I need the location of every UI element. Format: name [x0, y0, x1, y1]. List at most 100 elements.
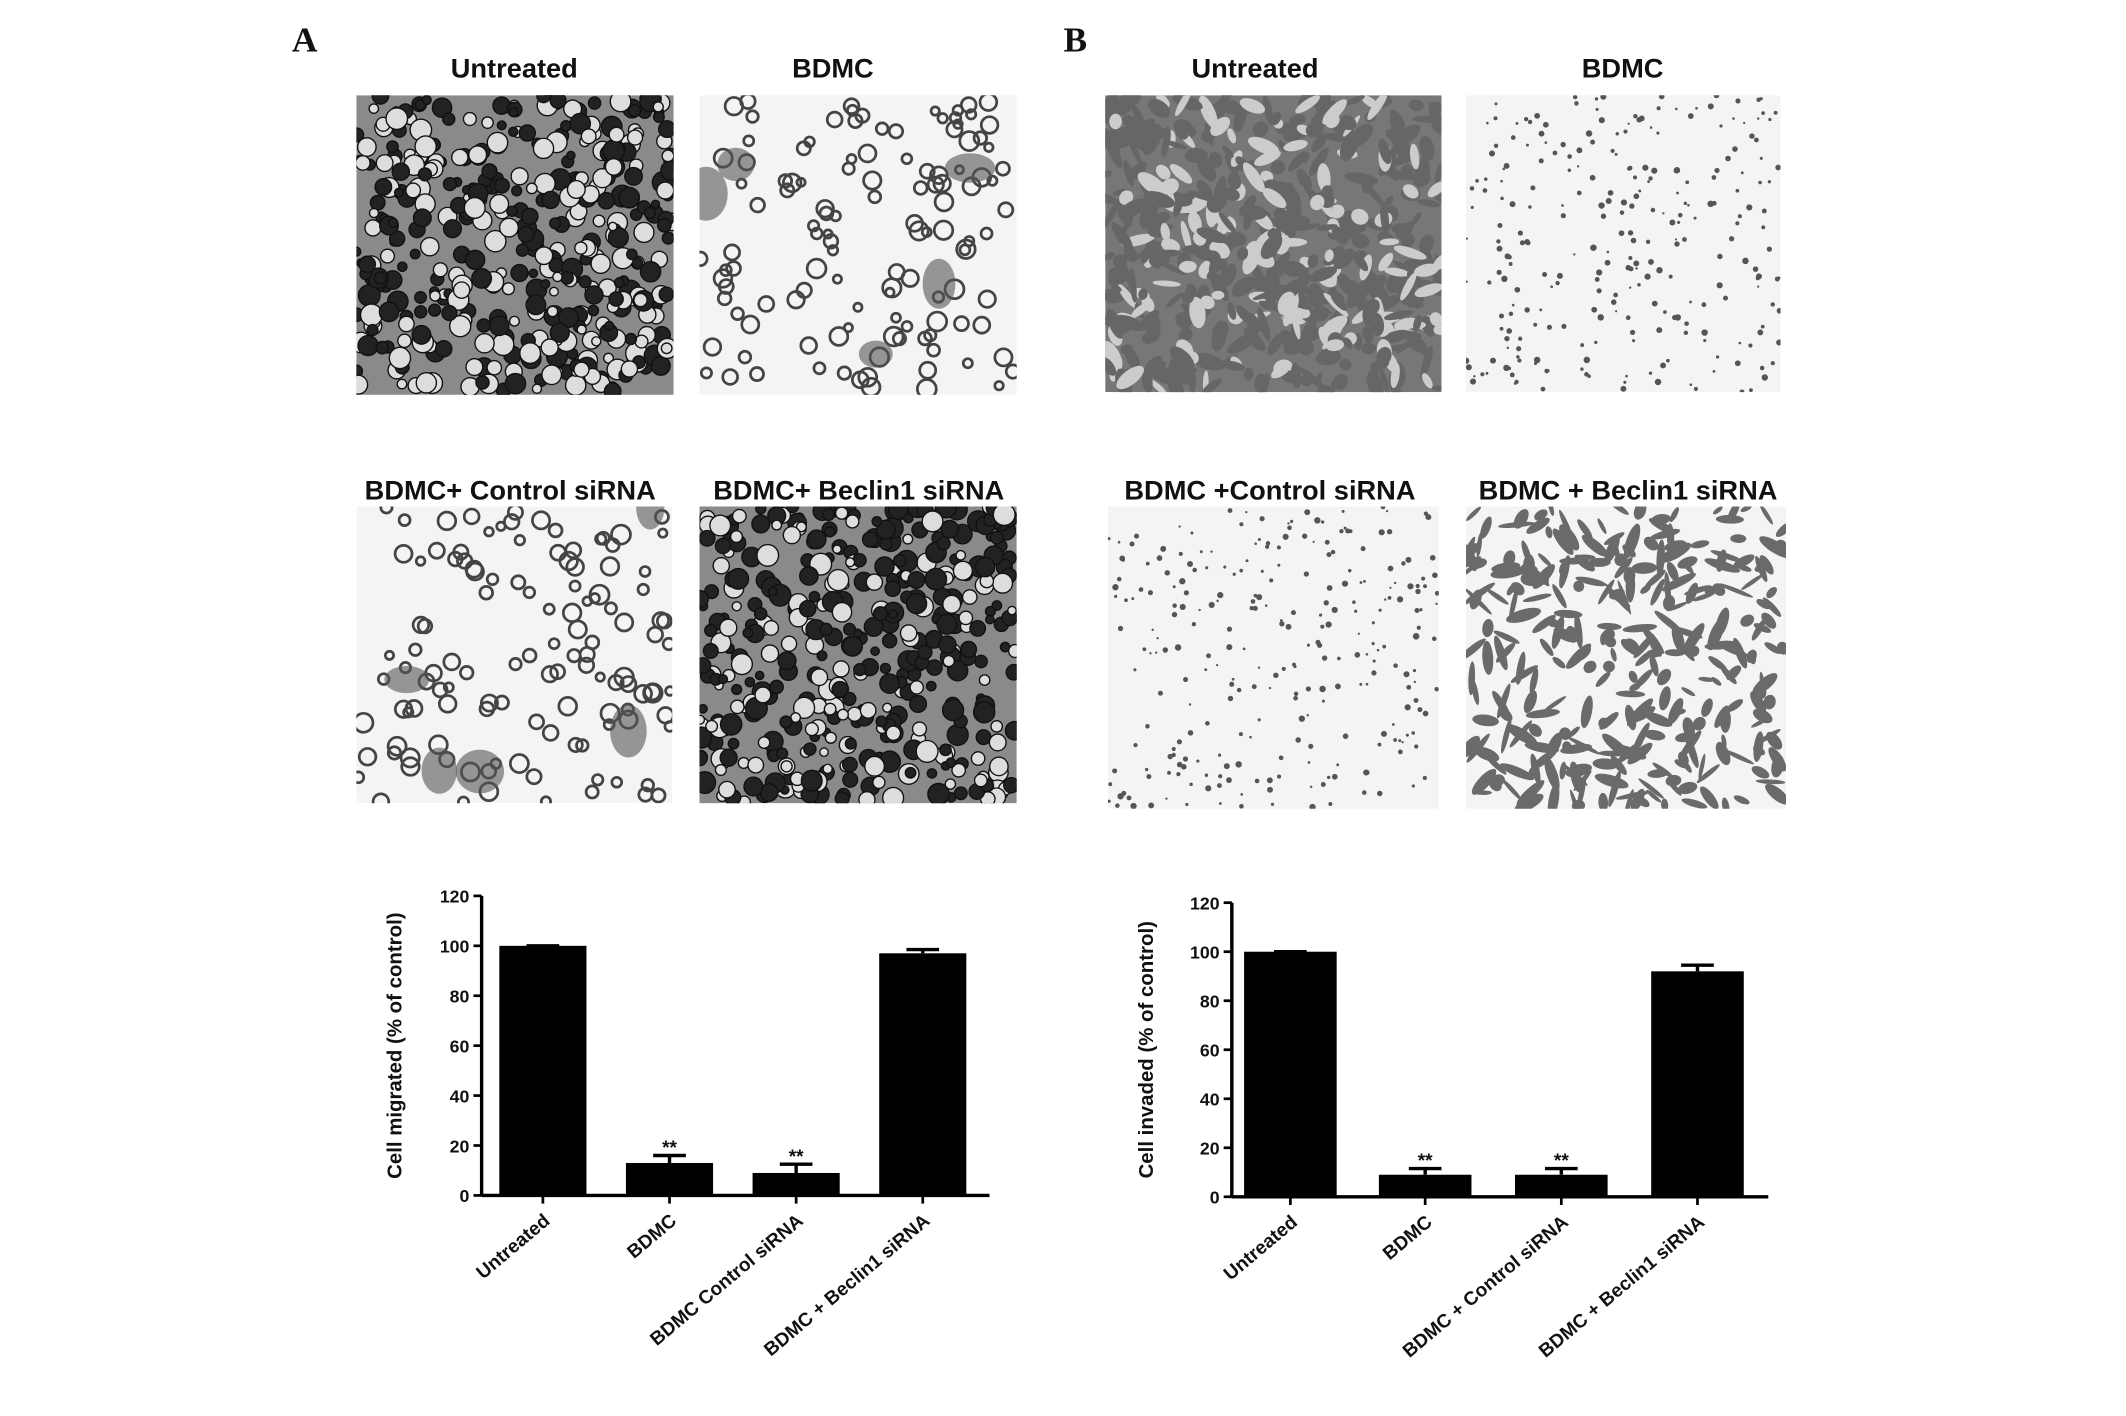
- cell: [1227, 508, 1233, 513]
- cell: [1432, 572, 1438, 579]
- cell: [1681, 687, 1696, 697]
- cell: [602, 352, 614, 364]
- cell: [1547, 782, 1560, 809]
- cell: [1187, 730, 1194, 736]
- cell: [1610, 647, 1617, 662]
- cell: [1290, 519, 1294, 523]
- cell: [1519, 240, 1525, 246]
- cell: [1759, 97, 1763, 101]
- cell: [1615, 310, 1618, 313]
- bar: [625, 1162, 714, 1196]
- cell: [1149, 379, 1168, 393]
- cell: [1525, 709, 1560, 719]
- cell: [518, 124, 537, 142]
- significance: **: [1418, 1151, 1433, 1172]
- cell: [1661, 798, 1669, 809]
- cell: [925, 680, 937, 692]
- cell: [1534, 509, 1548, 521]
- cell: [1484, 754, 1507, 775]
- image-caption: BDMC +Control siRNA: [1124, 475, 1415, 506]
- cell: [1550, 285, 1553, 289]
- cell: [1129, 541, 1135, 547]
- cell: [792, 696, 816, 720]
- cell: [1254, 778, 1260, 784]
- cell: [1346, 279, 1372, 309]
- micrograph: [699, 506, 1017, 804]
- cell: [1469, 378, 1477, 385]
- cell: [1740, 171, 1744, 175]
- cell: [1108, 782, 1113, 787]
- micrograph: [1105, 95, 1442, 393]
- cell: [356, 155, 371, 171]
- cell: [1602, 733, 1632, 760]
- cell: [702, 642, 719, 659]
- cell: [590, 253, 611, 274]
- cell: [1277, 774, 1282, 779]
- cell: [1178, 525, 1181, 528]
- cell: [525, 768, 543, 786]
- cell: [1516, 355, 1520, 359]
- cell: [1141, 369, 1153, 393]
- cell: [1227, 302, 1237, 320]
- cell: [1339, 115, 1357, 131]
- cell: [1576, 190, 1582, 196]
- cell: [1466, 357, 1470, 364]
- image-caption: BDMC: [1582, 53, 1664, 84]
- cell: [1287, 151, 1307, 172]
- cell: [1637, 283, 1641, 287]
- cell: [1215, 663, 1219, 667]
- cell: [984, 614, 995, 625]
- cell: [1638, 778, 1664, 799]
- cell: [1692, 716, 1706, 731]
- cell: [844, 737, 857, 750]
- cell: [1434, 590, 1439, 596]
- cell: [1005, 663, 1017, 681]
- cell: [618, 186, 641, 209]
- cell: [699, 250, 709, 267]
- cell: [434, 340, 453, 358]
- cell: [1523, 117, 1529, 122]
- cell: [927, 782, 950, 804]
- cell: [510, 574, 527, 591]
- cell: [1560, 141, 1566, 148]
- cell: [613, 277, 625, 289]
- cell: [1677, 220, 1681, 224]
- cell: [1254, 542, 1257, 546]
- cell: [658, 286, 674, 303]
- cell: [961, 357, 974, 370]
- cell: [549, 217, 562, 230]
- cell: [1164, 570, 1171, 576]
- cell: [1674, 241, 1680, 247]
- cell: [356, 246, 362, 257]
- cell: [1226, 626, 1233, 632]
- cell: [807, 219, 821, 233]
- cell: [1751, 717, 1769, 728]
- cell: [1689, 383, 1693, 387]
- cell: [1179, 578, 1186, 585]
- cell: [525, 182, 538, 195]
- cell: [1755, 273, 1762, 280]
- cell: [549, 95, 567, 109]
- cell: [1474, 790, 1492, 796]
- cell: [702, 337, 723, 357]
- cell: [1369, 360, 1380, 390]
- cell: [1733, 795, 1750, 805]
- cell: [479, 693, 499, 713]
- cell: [547, 637, 561, 651]
- cell: [1528, 205, 1532, 209]
- cell: [661, 231, 674, 245]
- cell: [1605, 583, 1630, 613]
- cell: [661, 149, 674, 163]
- cell: [506, 506, 524, 521]
- cell: [1735, 188, 1740, 193]
- cell: [1628, 286, 1632, 289]
- cell: [712, 557, 731, 575]
- cell: [1506, 724, 1538, 746]
- cell: [368, 103, 380, 115]
- cell: [1607, 190, 1614, 196]
- cell: [1749, 133, 1755, 139]
- cell: [1249, 605, 1254, 611]
- cell: [926, 175, 945, 194]
- cell: [493, 177, 510, 194]
- cell: [1701, 698, 1713, 717]
